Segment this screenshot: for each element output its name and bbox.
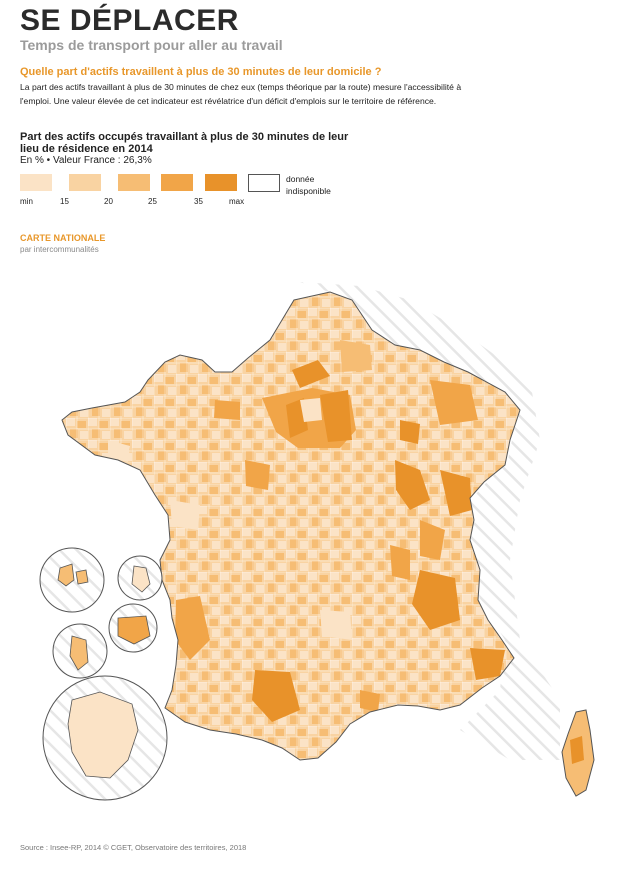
legend-break-15: 15	[60, 197, 69, 206]
legend-nodata-label: donnée indisponible	[286, 174, 331, 196]
legend-break-max: max	[229, 197, 245, 206]
source-note: Source : Insee-RP, 2014 © CGET, Observat…	[20, 843, 247, 852]
legend-break-35: 35	[194, 197, 203, 206]
question-heading: Quelle part d'actifs travaillent à plus …	[20, 66, 382, 78]
legend-swatch-1	[20, 174, 52, 191]
legend-break-20: 20	[104, 197, 113, 206]
page-subtitle: Temps de transport pour aller au travail	[20, 37, 283, 53]
mainland-france	[61, 291, 521, 761]
legend-swatch-5	[205, 174, 237, 191]
overseas-insets	[39, 547, 168, 801]
legend-swatch-2	[69, 174, 101, 191]
page-title: SE DÉPLACER	[20, 4, 239, 37]
legend-break-25: 25	[148, 197, 157, 206]
indicator-unit-line: En % • Valeur France : 26,3%	[20, 155, 152, 166]
legend-nodata-swatch	[248, 174, 280, 192]
legend-break-min: min	[20, 197, 33, 206]
legend-swatch-4	[161, 174, 193, 191]
map-subtitle: par intercommunalités	[20, 245, 99, 254]
corsica	[561, 709, 595, 797]
map-title: CARTE NATIONALE	[20, 233, 106, 243]
intro-text: La part des actifs travaillant à plus de…	[20, 82, 462, 106]
neighbor-hatch	[300, 282, 560, 760]
indicator-title: Part des actifs occupés travaillant à pl…	[20, 131, 349, 155]
legend-swatch-3	[118, 174, 150, 191]
